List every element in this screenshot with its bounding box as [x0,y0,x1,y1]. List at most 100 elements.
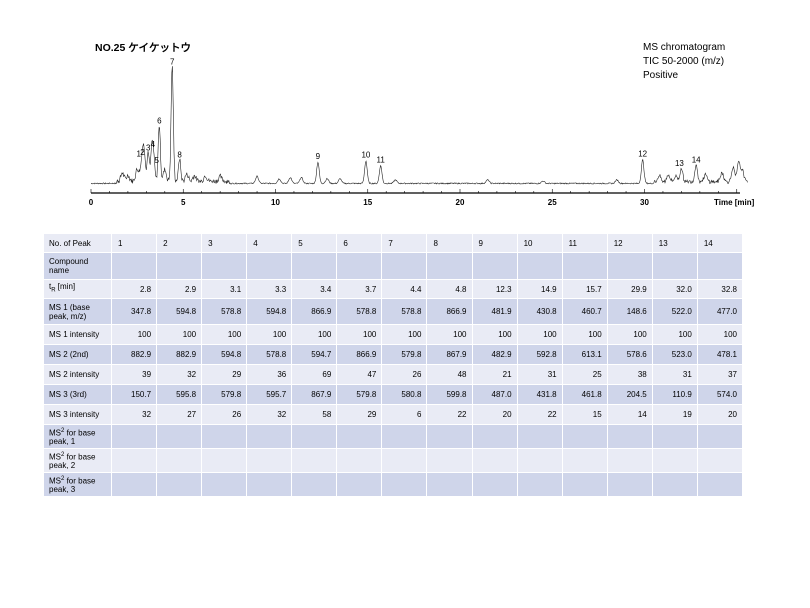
row-header-text: for base peak, 2 [49,452,96,471]
table-cell [156,252,203,280]
row-header-text: MS 2 (2nd) [49,350,89,359]
table-cell: 110.9 [651,384,698,405]
table-cell [471,472,518,497]
table-cell [651,252,698,280]
table-cell [471,424,518,449]
table-row: MS 1 intensity 100 100 100 100 100 100 100 100 10… [43,324,744,345]
table-cell: 430.8 [516,298,563,325]
table-cell: 595.8 [156,384,203,405]
row-header-text: MS [49,452,61,462]
table-cell: 866.9 [291,298,338,325]
table-cell: 579.8 [381,344,428,365]
table-cell [471,252,518,280]
table-cell: 14 [696,233,744,253]
table-cell [201,448,248,473]
table-cell: 20 [696,404,744,425]
row-header-text: [min] [55,282,76,292]
table-cell: 4.8 [426,279,473,299]
table-cell [426,424,473,449]
table-cell: 13 [651,233,698,253]
row-header-text: 2 [61,451,65,458]
table-cell: 478.1 [696,344,744,365]
chromatogram-axis-group: 0 5 10 15 20 25 30 Time [min] [89,189,755,207]
table-row: MS2 for base peak, 2 [43,448,744,473]
table-cell: 12.3 [471,279,518,299]
x-tick-label: 10 [271,198,280,207]
table-cell: 578.6 [606,344,653,365]
table-cell: 574.0 [696,384,744,405]
table-cell: 31 [516,364,563,385]
table-cell: 522.0 [651,298,698,325]
peak-label: 4 [151,140,156,149]
table-cell: 38 [606,364,653,385]
x-tick-label: 0 [89,198,94,207]
table-cell [426,448,473,473]
table-cell: 19 [651,404,698,425]
table-cell: 592.8 [516,344,563,365]
table-cell [201,252,248,280]
table-cell: 578.8 [246,344,293,365]
table-cell [246,424,293,449]
table-cell [110,424,158,449]
chromatogram-trace-group [90,66,748,185]
row-header-text: for base peak, 3 [49,476,96,495]
chromatogram-trace [90,66,748,185]
table-cell: 487.0 [471,384,518,405]
table-cell: 867.9 [291,384,338,405]
table-cell [201,424,248,449]
table-cell [336,252,383,280]
table-cell: 7 [381,233,428,253]
row-header: MS 1 intensity [43,324,112,345]
table-cell [651,424,698,449]
table-row: MS2 for base peak, 1 [43,424,744,449]
peak-label: 3 [146,144,151,153]
table-row: Compound name [43,252,744,280]
table-cell: 100 [696,324,744,345]
table-cell: 9 [471,233,518,253]
table-cell: 100 [516,324,563,345]
table-cell: 100 [426,324,473,345]
row-header-text: 2 [61,475,65,482]
table-cell: 11 [561,233,608,253]
table-cell: 100 [110,324,158,345]
table-cell: 595.7 [246,384,293,405]
x-tick-label: 5 [181,198,186,207]
row-header: MS2 for base peak, 3 [43,472,112,497]
table-cell: 20 [471,404,518,425]
table-cell: 2 [156,233,203,253]
table-cell [561,472,608,497]
table-cell [561,424,608,449]
table-cell: 477.0 [696,298,744,325]
peak-label: 11 [377,155,386,164]
table-cell: 866.9 [426,298,473,325]
table-cell: 594.8 [246,298,293,325]
peak-label: 7 [170,57,175,66]
table-cell: 36 [246,364,293,385]
table-cell [110,252,158,280]
row-header-text: MS 1 (base peak, m/z) [49,302,90,321]
table-cell: 37 [696,364,744,385]
table-cell: 100 [651,324,698,345]
table-cell: 523.0 [651,344,698,365]
table-cell [651,448,698,473]
table-cell: 32.8 [696,279,744,299]
table-cell: 594.8 [156,298,203,325]
row-header-text: MS 2 intensity [49,370,100,379]
peak-table: No. of Peak 1 2 3 4 5 6 7 8 9 10 11 12 13 14 Compound n… [43,233,744,497]
table-cell [426,472,473,497]
table-cell: 579.8 [336,384,383,405]
table-cell [426,252,473,280]
table-cell [336,424,383,449]
table-cell [156,448,203,473]
row-header: Compound name [43,252,112,280]
peak-label: 6 [157,116,162,125]
x-axis-label: Time [min] [714,198,755,207]
peak-label: 9 [316,152,321,161]
table-cell: 22 [426,404,473,425]
row-header-text: t [49,282,52,292]
table-cell: 594.7 [291,344,338,365]
table-cell: 3.7 [336,279,383,299]
row-header: MS2 for base peak, 2 [43,448,112,473]
table-cell [696,252,744,280]
table-cell: 47 [336,364,383,385]
